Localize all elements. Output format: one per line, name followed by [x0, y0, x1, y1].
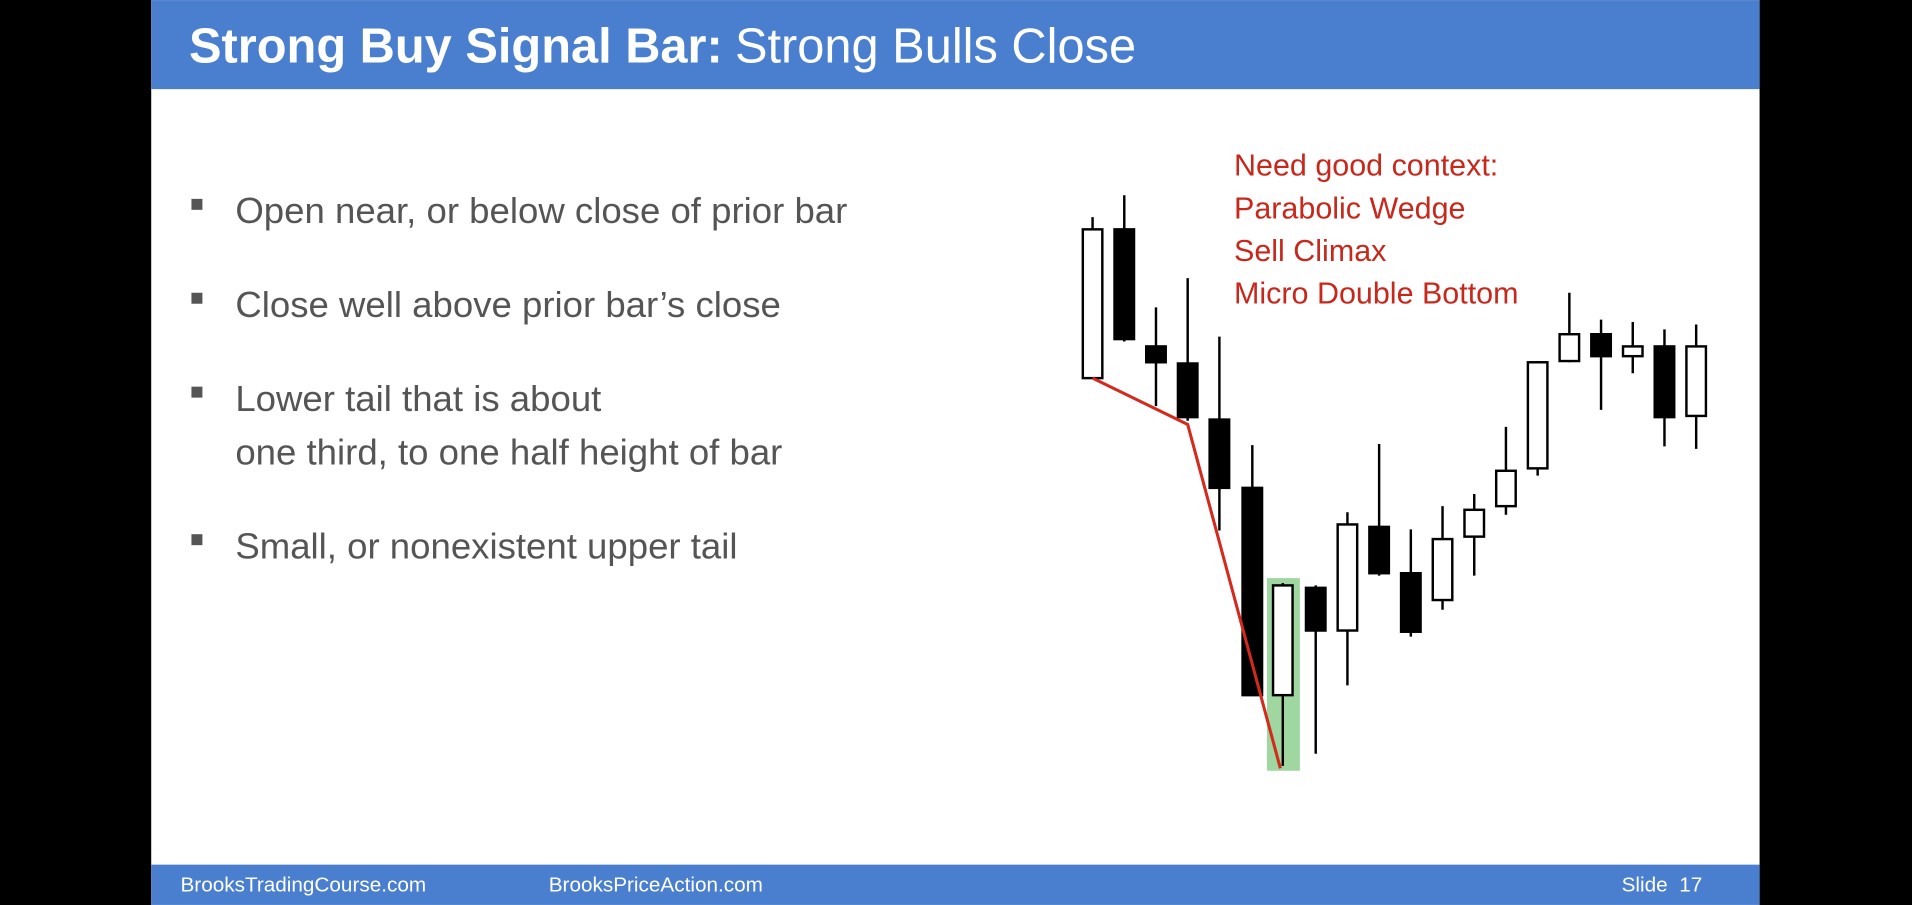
title-rest: Strong Bulls Close [735, 19, 1136, 73]
bullet-text: Close well above prior bar’s close [235, 284, 781, 325]
candle-body [1145, 345, 1167, 364]
footer-middle: BrooksPriceAction.com [549, 873, 763, 896]
slide [151, 0, 1760, 905]
candle-body [1526, 361, 1549, 470]
bullet-text: Open near, or below close of prior bar [235, 190, 847, 231]
bullet-marker [191, 198, 203, 210]
title-bar [151, 0, 1760, 90]
annotation-line: Micro Double Bottom [1234, 277, 1518, 311]
title: Strong Buy Signal Bar: Strong Bulls Close [189, 19, 1136, 73]
candle-body [1431, 537, 1454, 602]
bullet-text: one third, to one half height of bar [235, 432, 782, 473]
candle-body [1336, 523, 1359, 632]
candle-body [1590, 333, 1613, 358]
candle-body [1463, 508, 1486, 538]
candle-body [1113, 228, 1136, 341]
annotation-line: Need good context: [1234, 149, 1498, 183]
candle-body [1621, 345, 1644, 358]
bullet-marker [191, 534, 203, 546]
bullet-marker [191, 386, 203, 398]
annotation-line: Parabolic Wedge [1234, 191, 1465, 225]
bullet-text: Lower tail that is about [235, 378, 601, 419]
candles [1081, 195, 1708, 766]
title-bold: Strong Buy Signal Bar: [189, 19, 723, 73]
bullet-marker [191, 292, 203, 304]
annotation-line: Sell Climax [1234, 234, 1386, 268]
candle-body [1685, 345, 1708, 418]
candle-body [1271, 584, 1294, 697]
wedge-line [1091, 376, 1282, 769]
bullet-list: Open near, or below close of prior bar Cl… [191, 190, 847, 567]
candle-body [1208, 418, 1231, 490]
footer-bar [151, 864, 1760, 905]
candle-body [1399, 572, 1422, 633]
footer-left: BrooksTradingCourse.com [180, 873, 426, 896]
candle-body [1494, 469, 1517, 508]
candle-body [1081, 228, 1104, 380]
candle-body [1304, 586, 1327, 632]
candle-body [1368, 525, 1391, 575]
candle-body [1558, 332, 1581, 363]
candle-body [1653, 345, 1676, 419]
candlestick-diagram [1081, 195, 1708, 771]
annotation: Need good context: Parabolic Wedge Sell Cl… [1234, 149, 1518, 311]
candle-body [1176, 362, 1199, 419]
bullet-text: Small, or nonexistent upper tail [235, 526, 737, 567]
slide-number: Slide 17 [1622, 873, 1703, 896]
